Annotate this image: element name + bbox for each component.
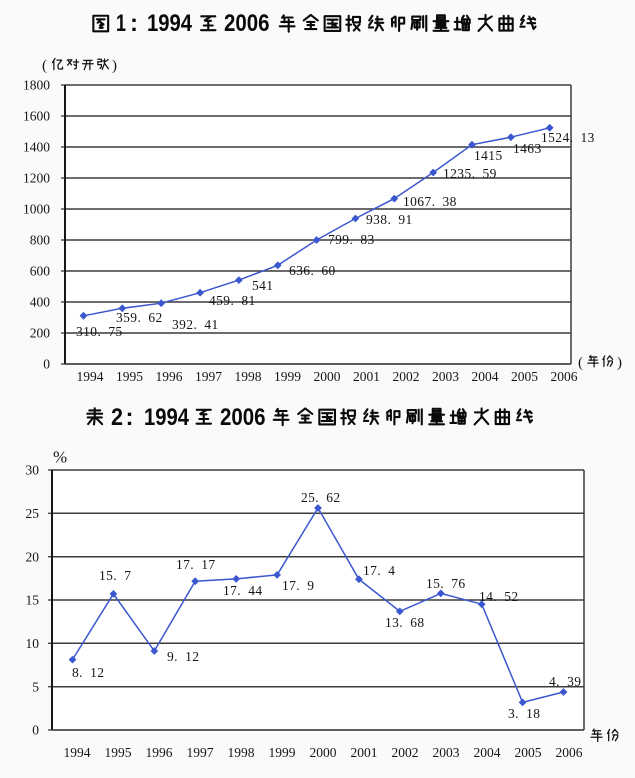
svg-text:2004: 2004 <box>472 369 499 384</box>
svg-text:25: 25 <box>26 506 40 521</box>
svg-text:2002: 2002 <box>393 369 420 384</box>
svg-text:2003: 2003 <box>433 745 460 760</box>
svg-text:1: 1 <box>116 10 126 37</box>
svg-text:4. 39: 4. 39 <box>549 674 581 689</box>
svg-text::: : <box>126 404 134 431</box>
svg-text:5: 5 <box>32 679 39 694</box>
svg-text:%: % <box>53 448 67 467</box>
svg-text:1000: 1000 <box>23 202 50 217</box>
svg-text:2001: 2001 <box>351 745 378 760</box>
svg-text:8. 12: 8. 12 <box>72 665 104 680</box>
svg-text:392. 41: 392. 41 <box>172 317 219 332</box>
svg-text:2002: 2002 <box>392 745 419 760</box>
svg-text:15: 15 <box>26 593 40 608</box>
svg-text:(: ( <box>42 58 47 74</box>
svg-text:1415: 1415 <box>474 148 503 163</box>
svg-text:1600: 1600 <box>23 109 50 124</box>
svg-text:1463: 1463 <box>513 141 542 156</box>
svg-text:3. 18: 3. 18 <box>508 706 540 721</box>
svg-text:1996: 1996 <box>146 745 173 760</box>
svg-text:459. 81: 459. 81 <box>209 293 256 308</box>
svg-text:2005: 2005 <box>511 369 538 384</box>
svg-text:2004: 2004 <box>474 745 501 760</box>
svg-text:1997: 1997 <box>187 745 214 760</box>
svg-text:17. 17: 17. 17 <box>176 557 216 572</box>
svg-text:1994: 1994 <box>144 404 190 431</box>
svg-text:1235. 59: 1235. 59 <box>443 166 497 181</box>
svg-text:1995: 1995 <box>105 745 132 760</box>
svg-text::: : <box>130 10 138 37</box>
svg-text:1998: 1998 <box>235 369 262 384</box>
svg-text:800: 800 <box>30 233 51 248</box>
svg-text:15. 76: 15. 76 <box>426 576 466 591</box>
svg-text:17. 4: 17. 4 <box>363 563 395 578</box>
svg-text:14. 52: 14. 52 <box>479 589 519 604</box>
svg-text:636. 60: 636. 60 <box>289 263 336 278</box>
svg-text:799. 83: 799. 83 <box>328 232 375 247</box>
svg-text:2003: 2003 <box>432 369 459 384</box>
svg-text:2: 2 <box>111 404 123 431</box>
svg-text:938. 91: 938. 91 <box>366 212 413 227</box>
svg-text:1200: 1200 <box>23 171 50 186</box>
svg-text:(: ( <box>578 355 583 371</box>
svg-text:): ) <box>112 58 117 74</box>
svg-text:2006: 2006 <box>220 404 266 431</box>
svg-text:25. 62: 25. 62 <box>301 490 341 505</box>
svg-text:1996: 1996 <box>156 369 183 384</box>
svg-text:): ) <box>617 355 622 371</box>
svg-text:0: 0 <box>32 723 39 738</box>
svg-text:1995: 1995 <box>116 369 143 384</box>
svg-text:2000: 2000 <box>314 369 341 384</box>
svg-text:30: 30 <box>26 463 40 478</box>
svg-text:15. 7: 15. 7 <box>99 568 131 583</box>
svg-text:310. 75: 310. 75 <box>76 324 123 339</box>
svg-text:17. 44: 17. 44 <box>223 583 263 598</box>
svg-text:17. 9: 17. 9 <box>282 578 314 593</box>
svg-text:2006: 2006 <box>556 745 583 760</box>
svg-text:200: 200 <box>30 326 51 341</box>
svg-text:1800: 1800 <box>23 78 50 93</box>
svg-text:541: 541 <box>252 278 273 293</box>
svg-text:2006: 2006 <box>551 369 578 384</box>
svg-text:1998: 1998 <box>228 745 255 760</box>
svg-text:13. 68: 13. 68 <box>385 615 425 630</box>
svg-text:2001: 2001 <box>353 369 380 384</box>
svg-text:2005: 2005 <box>515 745 542 760</box>
svg-text:1400: 1400 <box>23 140 50 155</box>
svg-text:2006: 2006 <box>224 10 270 37</box>
svg-text:1994: 1994 <box>147 10 193 37</box>
svg-text:400: 400 <box>30 295 51 310</box>
svg-text:359. 62: 359. 62 <box>116 310 163 325</box>
svg-text:1524. 13: 1524. 13 <box>541 130 595 145</box>
svg-text:0: 0 <box>43 357 50 372</box>
svg-text:9. 12: 9. 12 <box>167 649 199 664</box>
svg-text:600: 600 <box>30 264 51 279</box>
svg-text:2000: 2000 <box>310 745 337 760</box>
svg-text:20: 20 <box>26 549 40 564</box>
svg-text:1997: 1997 <box>195 369 222 384</box>
svg-text:1994: 1994 <box>77 369 104 384</box>
svg-text:1067. 38: 1067. 38 <box>403 194 457 209</box>
svg-text:1994: 1994 <box>64 745 91 760</box>
svg-text:10: 10 <box>26 636 40 651</box>
svg-text:1999: 1999 <box>274 369 301 384</box>
svg-text:1999: 1999 <box>269 745 296 760</box>
